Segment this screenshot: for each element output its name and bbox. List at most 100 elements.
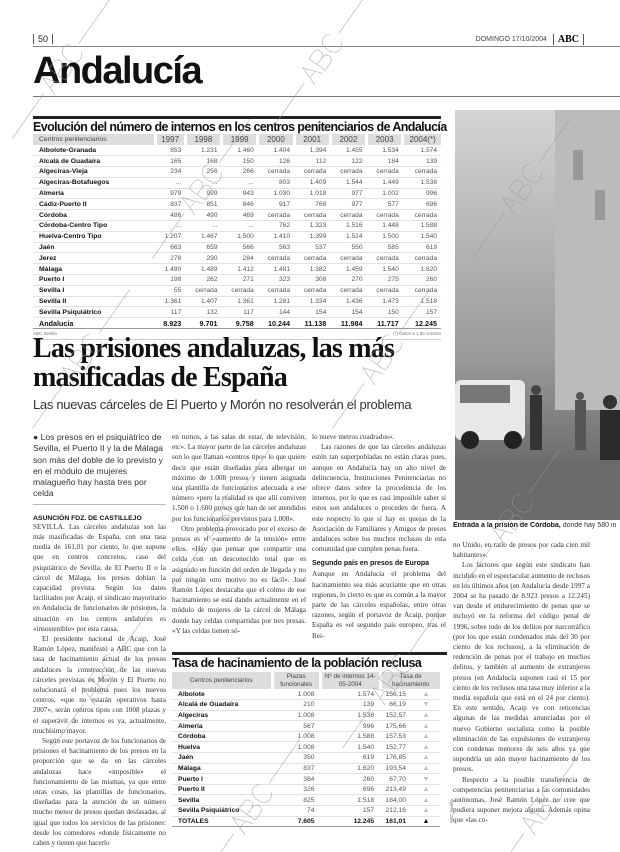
table-row: Sevilla II 1.361 1.407 1.361 1.281 1.334 1.436… bbox=[33, 296, 441, 308]
table-cell: cerrada bbox=[257, 166, 294, 178]
table-cell: 74 bbox=[272, 805, 321, 817]
table-cell: cerrada bbox=[294, 166, 331, 178]
trend-up-icon: ▲ bbox=[412, 805, 440, 817]
table-cell: 1.538 bbox=[402, 177, 441, 189]
paragraph: Otro problema provocado por el exceso de… bbox=[172, 524, 306, 635]
total-cell: 12.245 bbox=[402, 317, 441, 330]
table-cell: 1.281 bbox=[257, 296, 294, 308]
article-column-3: lo nueve metros cuadrados». Las razones d… bbox=[312, 432, 446, 641]
table-cell: 1.323 bbox=[294, 220, 331, 232]
table-cell: 1.473 bbox=[366, 296, 403, 308]
table-cell: 139 bbox=[402, 155, 441, 168]
table-cell: 1.407 bbox=[185, 296, 222, 308]
table-cell: 1.588 bbox=[402, 220, 441, 232]
row-label: Algeciras-Vieja bbox=[33, 166, 155, 178]
table-cell: 1.500 bbox=[221, 231, 258, 243]
prison-entrance-photo bbox=[455, 110, 620, 520]
paragraph: Aunque en Andalucía el problema del haci… bbox=[312, 570, 446, 640]
table-row: Almería 979 999 943 1.030 1.018 977 1.002 996 bbox=[33, 188, 441, 200]
table-cell: 262 bbox=[185, 274, 222, 286]
trend-up-icon: ▲ bbox=[412, 794, 440, 807]
table-cell: 1.412 bbox=[221, 263, 258, 276]
table-row: Cádiz-Puerto II 837 851 846 917 768 977 577 696 bbox=[33, 198, 441, 211]
table-cell: cerrada bbox=[402, 209, 441, 222]
table-row: Almería 567 996 175,66 ▲ bbox=[172, 720, 440, 732]
table-cell: 1.008 bbox=[272, 741, 321, 754]
table-row: Málaga 837 1.620 193,54 ▲ bbox=[172, 763, 440, 775]
table-cell: 184,00 bbox=[380, 794, 412, 807]
table-cell: 837 bbox=[272, 763, 321, 775]
table-cell: 977 bbox=[330, 198, 367, 211]
table-cell: 1.207 bbox=[155, 231, 186, 243]
column-header: 2004(*) bbox=[401, 134, 441, 145]
table-cell: 999 bbox=[185, 188, 222, 200]
table-cell: 234 bbox=[155, 166, 186, 178]
table-row: Puerto I 198 262 271 323 308 270 275 260 bbox=[33, 274, 441, 286]
table-cell: 270 bbox=[330, 274, 367, 286]
table-cell: ... bbox=[155, 177, 186, 189]
section-title: Andalucía bbox=[33, 50, 203, 92]
table-cell: 762 bbox=[257, 220, 294, 232]
table-cell: 1.460 bbox=[221, 145, 258, 157]
table-cell: 284 bbox=[221, 252, 258, 265]
table-cell: 1.481 bbox=[257, 263, 294, 276]
table-cell: 1.399 bbox=[294, 231, 331, 243]
abc-watermark bbox=[272, 0, 371, 129]
table-cell: 117 bbox=[155, 306, 186, 319]
table-cell: 117 bbox=[221, 306, 258, 319]
table-cell: cerrada bbox=[330, 209, 367, 222]
table-cell: 1.361 bbox=[155, 296, 186, 308]
table-row: Sevilla I 55 cerrada cerrada cerrada cerrada c… bbox=[33, 285, 441, 297]
table-row: Córdoba 1.008 1.588 157,53 ▲ bbox=[172, 731, 440, 743]
table-cell: 1.334 bbox=[294, 296, 331, 308]
table-cell: 132 bbox=[185, 306, 222, 319]
trend-up-icon: ▲ bbox=[412, 752, 440, 764]
table-row: Alcalá de Guadaíra 210 139 66,19 ▼ bbox=[172, 699, 440, 711]
table-cell: 165 bbox=[155, 155, 186, 168]
table-title: Evolución del número de internos en los … bbox=[33, 116, 447, 134]
paragraph: no Unido, en ratio de presos por cada ci… bbox=[453, 541, 590, 560]
column-header: 2001 bbox=[292, 134, 331, 145]
page-number: 50 bbox=[33, 34, 54, 44]
table-cell: 66,19 bbox=[380, 699, 412, 711]
table-cell: 585 bbox=[366, 242, 403, 254]
row-label: Alcalá de Guadaíra bbox=[33, 155, 155, 168]
headline: Las prisiones andaluzas, las más masific… bbox=[33, 333, 395, 393]
row-label: Algeciras-Botafuegos bbox=[33, 177, 155, 189]
row-label: Huelva-Centro Tipo bbox=[33, 231, 155, 243]
table-cell: 490 bbox=[185, 209, 222, 222]
table-cell: 1.620 bbox=[320, 763, 381, 775]
table-row: Jaén 663 659 566 563 537 550 585 619 bbox=[33, 242, 441, 254]
table-cell: 157,53 bbox=[380, 731, 412, 743]
table-row: Alcalá de Guadaíra 165 168 150 126 112 122 184 1… bbox=[33, 155, 441, 168]
table-cell: 1.436 bbox=[330, 296, 367, 308]
paragraph: Según este portavoz de los funcionarios … bbox=[33, 737, 166, 848]
column-header: 1999 bbox=[219, 134, 258, 145]
photo-caption: Entrada a la prisión de Córdoba, donde h… bbox=[453, 522, 620, 529]
table-cell: 1.030 bbox=[257, 188, 294, 200]
table-cell: 1.008 bbox=[272, 710, 321, 722]
table-cell: cerrada bbox=[366, 166, 403, 178]
table-cell: 275 bbox=[366, 274, 403, 286]
row-label: Almería bbox=[33, 188, 155, 200]
trend-up-icon: ▲ bbox=[412, 741, 440, 754]
table-cell: 1.448 bbox=[366, 220, 403, 232]
table-cell: 161,01 bbox=[380, 816, 412, 828]
table-row: Puerto I 384 260 67,70 ▼ bbox=[172, 773, 440, 785]
dateline: DOMINGO 17/10/2004 ABC bbox=[476, 34, 584, 45]
total-row: Andalucía 8.923 9.701 9.758 10.244 11.138 11.9… bbox=[33, 317, 441, 330]
trend-up-icon: ▲ bbox=[412, 763, 440, 775]
table-cell: 290 bbox=[185, 252, 222, 265]
trend-up-icon: ▲ bbox=[412, 816, 440, 828]
total-cell: 8.923 bbox=[155, 317, 186, 330]
row-label: Albolote bbox=[172, 689, 272, 701]
column-header: Plazas funcionales bbox=[270, 672, 321, 689]
table-cell: 1.518 bbox=[320, 794, 381, 807]
total-cell: 9.758 bbox=[221, 317, 258, 330]
table-row: Jerez 278 290 284 cerrada cerrada cerrada cerra… bbox=[33, 252, 441, 265]
table-cell: 846 bbox=[221, 198, 258, 211]
trend-up-icon: ▲ bbox=[412, 731, 440, 743]
column-header: 2003 bbox=[364, 134, 403, 145]
table-cell: 1.467 bbox=[185, 231, 222, 243]
divider bbox=[33, 46, 620, 47]
